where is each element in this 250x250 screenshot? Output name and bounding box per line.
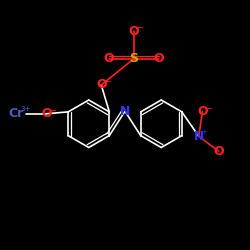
Text: O: O <box>41 107 51 120</box>
Text: O: O <box>214 145 224 158</box>
Text: O: O <box>96 78 106 92</box>
Text: O: O <box>197 105 208 118</box>
Text: −: − <box>136 23 143 32</box>
Text: 3+: 3+ <box>20 106 31 112</box>
Text: +: + <box>201 129 207 135</box>
Text: O: O <box>128 25 139 38</box>
Text: N: N <box>194 130 204 143</box>
Text: −: − <box>104 78 111 86</box>
Text: −: − <box>205 104 212 113</box>
Text: O: O <box>104 52 114 65</box>
Text: Cr: Cr <box>8 107 24 120</box>
Text: −: − <box>49 106 56 115</box>
Text: N: N <box>120 105 130 118</box>
Text: S: S <box>129 52 138 65</box>
Text: O: O <box>154 52 164 65</box>
